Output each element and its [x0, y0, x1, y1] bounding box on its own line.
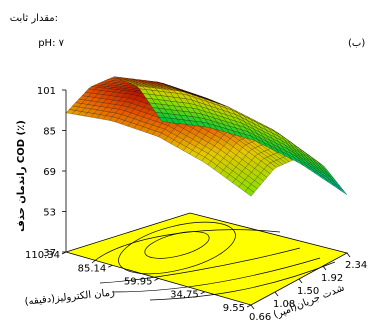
y-axis-ticks: 9.55 34.75 59.95 85.14 110.34: [25, 250, 252, 314]
y-axis-title: زمان الکترولیز(دقیقه): [24, 287, 115, 307]
floor-contour-5: [111, 257, 321, 293]
x-tick-mark: [250, 304, 255, 310]
x-tick-mark: [346, 252, 351, 258]
y-tick-mark: [61, 251, 67, 255]
y-tick-label: 85.14: [78, 263, 107, 274]
z-axis-ticks: 37 53 69 85 101: [37, 86, 66, 259]
y-tick-label: 9.55: [223, 303, 245, 314]
floor-contour-inner: [144, 231, 210, 259]
floor-contour-2: [118, 221, 236, 275]
z-tick-label: 101: [37, 86, 56, 97]
floor-contour-4: [99, 247, 301, 284]
x-tick-mark: [322, 265, 327, 271]
y-tick-label: 34.75: [170, 290, 199, 301]
constant-value: pH: ۷: [38, 38, 64, 49]
floor-contours: [91, 221, 336, 301]
x-tick-mark: [298, 278, 303, 284]
y-tick-mark: [246, 304, 252, 308]
floor-contour-6: [149, 261, 336, 301]
y-tick-mark: [200, 291, 205, 295]
x-tick-label: 2.34: [345, 260, 367, 271]
floor-contour-3: [91, 229, 281, 264]
response-surface: [65, 76, 348, 197]
y-tick-mark: [108, 264, 113, 268]
x-axis-ticks: 0.661.081.501.922.34: [249, 252, 367, 322]
z-tick-label: 53: [43, 208, 56, 219]
y-tick-mark: [154, 278, 159, 281]
y-tick-label: 59.95: [124, 276, 153, 287]
z-tick-label: 37: [43, 248, 56, 259]
panel-label: (ب): [348, 38, 365, 49]
z-axis-title: راندمان حذف COD (٪): [16, 120, 27, 232]
z-tick-label: 85: [43, 127, 56, 138]
y-tick-label: 110.34: [25, 250, 60, 261]
surface-cell: [337, 186, 348, 195]
x-tick-label: 1.08: [273, 299, 295, 310]
x-tick-label: 1.92: [321, 273, 343, 284]
x-tick-label: 1.50: [297, 286, 319, 297]
constant-label: مقدار ثابت:: [10, 13, 58, 24]
z-tick-label: 69: [43, 167, 56, 178]
x-tick-mark: [274, 291, 279, 297]
x-tick-label: 0.66: [249, 312, 271, 322]
